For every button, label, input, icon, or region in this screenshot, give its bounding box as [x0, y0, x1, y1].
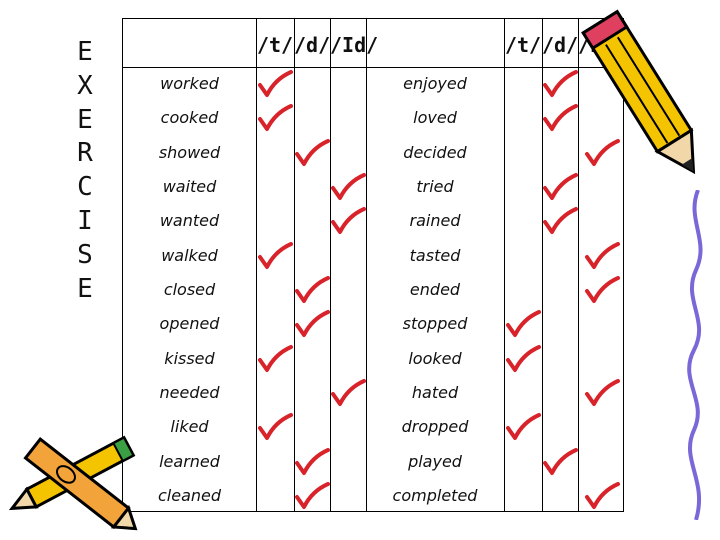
table-column-divider — [504, 19, 505, 511]
check-mark-icon — [257, 344, 293, 374]
verb-left: needed — [159, 382, 220, 402]
check-mark-icon — [542, 206, 578, 236]
check-mark-icon — [257, 103, 293, 133]
verb-right: decided — [403, 142, 467, 162]
check-mark-icon — [330, 206, 366, 236]
verb-right: tasted — [409, 245, 461, 265]
check-mark-icon — [505, 344, 541, 374]
check-mark-icon — [257, 412, 293, 442]
verb-right: dropped — [401, 417, 469, 437]
verb-left: walked — [161, 245, 218, 265]
side-title-letter: E — [77, 104, 93, 135]
check-mark-icon — [584, 481, 620, 511]
check-mark-icon — [294, 309, 330, 339]
decorative-squiggle — [687, 190, 703, 520]
table-column-divider — [294, 19, 295, 511]
check-mark-icon — [542, 447, 578, 477]
side-title-letter: R — [77, 138, 93, 169]
verb-left: waited — [162, 177, 217, 197]
verb-right: looked — [408, 348, 462, 368]
check-mark-icon — [294, 275, 330, 305]
verb-left: cleaned — [157, 485, 222, 505]
verb-right: ended — [409, 280, 461, 299]
column-header-right: /d/ — [542, 33, 579, 57]
table-column-divider — [578, 19, 579, 511]
side-title-letter: E — [77, 37, 93, 67]
check-mark-icon — [505, 412, 541, 442]
verb-left: learned — [159, 451, 220, 471]
check-mark-icon — [584, 275, 620, 305]
check-mark-icon — [257, 69, 293, 99]
check-mark-icon — [257, 241, 293, 271]
column-header-right: /t/ — [504, 33, 542, 57]
table-column-divider — [256, 19, 257, 511]
check-mark-icon — [584, 241, 620, 271]
verb-right: rained — [409, 211, 461, 231]
pronunciation-table: /t//d//Id//t//d//Id/workedenjoyedcookedl… — [122, 18, 626, 512]
verb-left: liked — [170, 417, 209, 437]
verb-right: hated — [411, 382, 459, 402]
verb-right: completed — [392, 485, 478, 505]
verb-right: tried — [416, 177, 454, 197]
verb-left: showed — [158, 142, 221, 162]
check-mark-icon — [542, 172, 578, 202]
verb-left: kissed — [164, 348, 215, 368]
check-mark-icon — [330, 172, 366, 202]
side-title-letter: X — [77, 70, 93, 101]
table-column-divider — [330, 19, 331, 511]
verb-right: enjoyed — [403, 74, 467, 94]
verb-right: loved — [413, 108, 457, 128]
check-mark-icon — [330, 378, 366, 408]
pencil-icon — [581, 9, 696, 175]
check-mark-icon — [294, 138, 330, 168]
side-title-letter: C — [77, 172, 93, 203]
check-mark-icon — [584, 138, 620, 168]
verb-right: stopped — [402, 314, 468, 334]
check-mark-icon — [294, 447, 330, 477]
check-mark-icon — [542, 69, 578, 99]
crossed-pencils-icon — [8, 435, 138, 531]
verb-left: worked — [160, 74, 219, 94]
side-title-letter: E — [77, 273, 93, 304]
check-mark-icon — [505, 309, 541, 339]
table-column-divider — [542, 19, 543, 511]
column-header-left: /d/ — [294, 33, 331, 57]
verb-left: cooked — [160, 108, 219, 128]
side-title-letter: S — [77, 239, 93, 270]
verb-left: opened — [159, 314, 220, 334]
column-header-left: /t/ — [256, 33, 294, 57]
verb-left: wanted — [159, 211, 220, 231]
table-header-divider — [123, 67, 623, 68]
check-mark-icon — [294, 481, 330, 511]
column-header-left: /Id/ — [330, 33, 379, 57]
table-column-divider — [366, 19, 367, 511]
check-mark-icon — [584, 378, 620, 408]
verb-left: closed — [163, 280, 216, 299]
verb-right: played — [408, 451, 462, 471]
check-mark-icon — [542, 103, 578, 133]
side-title-letter: I — [77, 205, 93, 236]
